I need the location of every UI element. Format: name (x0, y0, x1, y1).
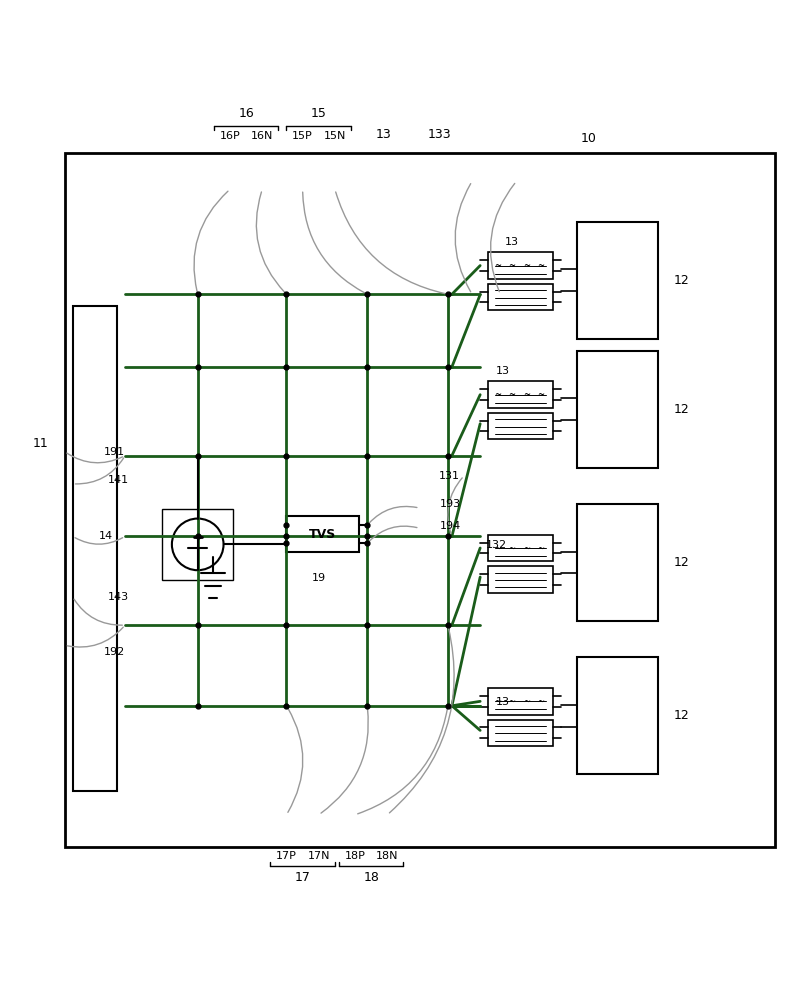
Text: 13: 13 (375, 128, 391, 141)
Text: ~: ~ (495, 390, 501, 399)
Text: 13: 13 (496, 366, 510, 376)
Text: 17P: 17P (276, 851, 297, 861)
Text: 15: 15 (311, 107, 327, 120)
Text: TVS: TVS (309, 528, 337, 541)
Bar (577, 351, 658, 468)
Text: 191: 191 (104, 447, 125, 457)
Text: 16P: 16P (220, 131, 240, 141)
Text: ~: ~ (523, 697, 530, 706)
Text: ~: ~ (523, 544, 530, 553)
Text: 13: 13 (504, 237, 518, 247)
Bar (488, 284, 553, 310)
Text: 133: 133 (428, 128, 452, 141)
Text: ~: ~ (537, 697, 544, 706)
Bar (65, 153, 775, 847)
Text: ~: ~ (508, 261, 516, 270)
Text: ~: ~ (523, 261, 530, 270)
Text: 10: 10 (581, 132, 597, 145)
Text: 12: 12 (674, 274, 690, 287)
Text: ~: ~ (495, 544, 501, 553)
Text: 17N: 17N (307, 851, 330, 861)
Text: 19: 19 (312, 573, 326, 583)
Text: 18: 18 (363, 871, 379, 884)
Bar (162, 509, 233, 580)
Text: 12: 12 (674, 403, 690, 416)
Bar (488, 381, 553, 408)
Text: ~: ~ (495, 261, 501, 270)
Text: ~: ~ (537, 390, 544, 399)
Bar (488, 413, 553, 439)
Text: 15N: 15N (324, 131, 346, 141)
Text: 143: 143 (108, 592, 129, 602)
Text: 17: 17 (295, 871, 311, 884)
Bar (488, 252, 553, 279)
Text: ~: ~ (537, 261, 544, 270)
Text: 16N: 16N (251, 131, 274, 141)
Bar (577, 657, 658, 774)
Bar (577, 504, 658, 621)
Text: 132: 132 (486, 540, 507, 550)
Text: 12: 12 (674, 709, 690, 722)
Bar (73, 306, 117, 791)
Text: 16: 16 (238, 107, 254, 120)
Bar (488, 566, 553, 593)
Text: 192: 192 (104, 647, 125, 657)
Text: 141: 141 (108, 475, 129, 485)
Text: ~: ~ (537, 544, 544, 553)
Bar (488, 720, 553, 746)
Text: ~: ~ (508, 697, 516, 706)
Text: 18P: 18P (345, 851, 366, 861)
Text: ~: ~ (508, 544, 516, 553)
Text: 193: 193 (440, 499, 461, 509)
Text: 13: 13 (496, 697, 510, 707)
Text: ~: ~ (508, 390, 516, 399)
Text: 18N: 18N (376, 851, 399, 861)
Text: 15P: 15P (292, 131, 313, 141)
Text: 14: 14 (98, 531, 113, 541)
Text: ~: ~ (523, 390, 530, 399)
Bar (488, 688, 553, 715)
Text: 11: 11 (32, 437, 48, 450)
Text: 12: 12 (674, 556, 690, 569)
Bar (286, 516, 359, 552)
Bar (577, 222, 658, 339)
Text: 131: 131 (439, 471, 460, 481)
Text: ~: ~ (495, 697, 501, 706)
Text: 194: 194 (440, 521, 461, 531)
Bar (488, 535, 553, 561)
